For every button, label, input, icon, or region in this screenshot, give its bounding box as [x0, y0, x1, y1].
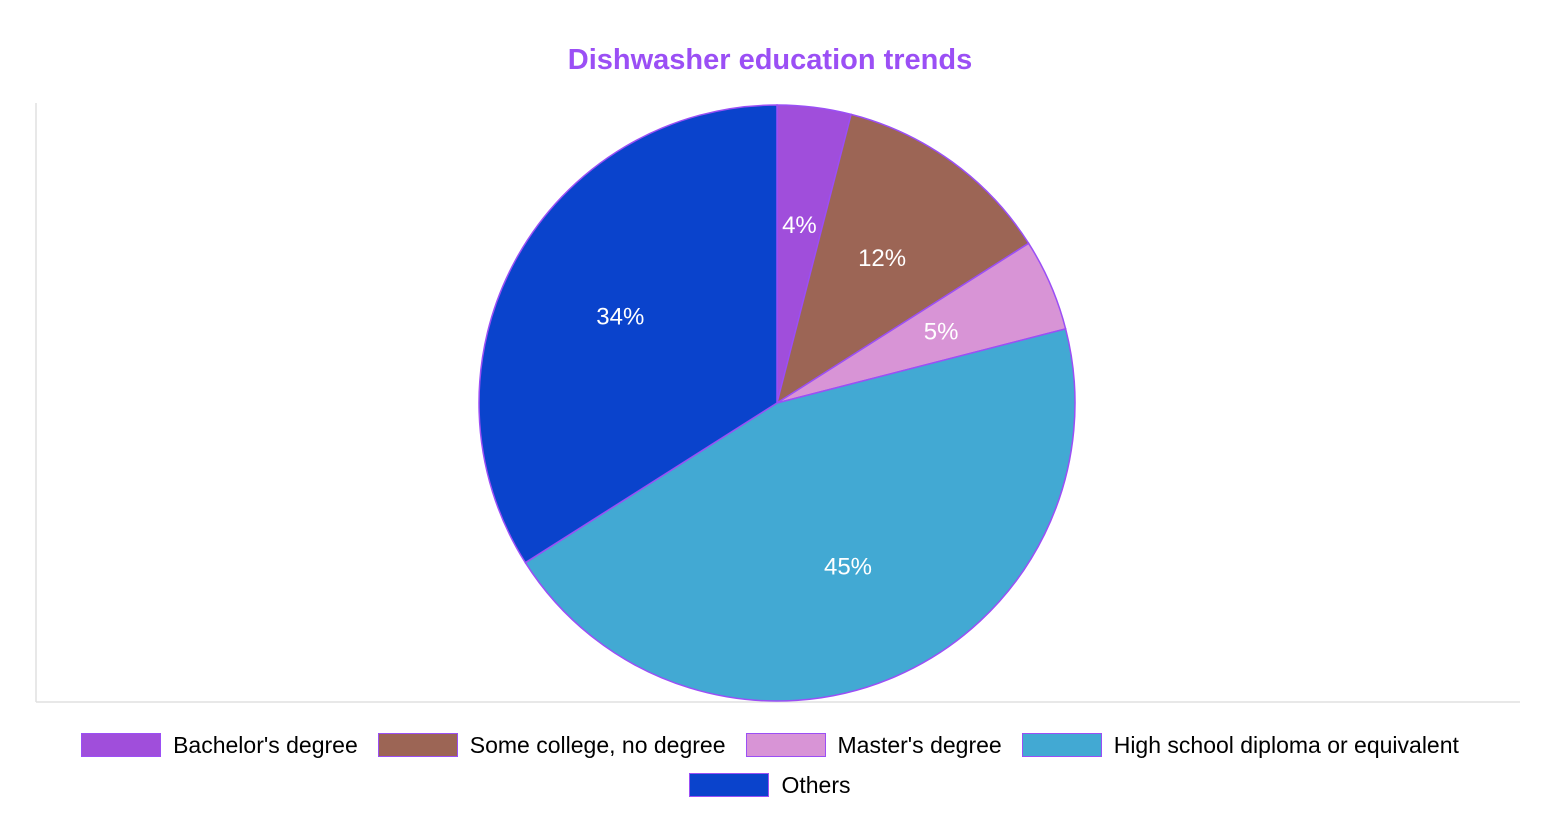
- legend-swatch: [377, 733, 458, 757]
- legend-row-2: Others: [0, 773, 1540, 797]
- pie-slice-value-label: 12%: [858, 245, 906, 272]
- legend-label: Others: [781, 771, 851, 798]
- pie-slice-labels: 4% 12% 5% 45% 34%: [596, 212, 958, 580]
- pie-slice-value-label: 34%: [596, 303, 644, 330]
- legend-row-1: Bachelor's degree Some college, no degre…: [0, 733, 1540, 757]
- pie-slice-some-college-no-degree[interactable]: [775, 113, 1030, 405]
- pie-slice-high-school-diploma-or-equivalent[interactable]: [524, 327, 1076, 702]
- pie-slice-others[interactable]: [478, 104, 778, 564]
- legend-swatch: [745, 733, 826, 757]
- pie-slice-value-label: 5%: [924, 318, 959, 345]
- pie-slices: [478, 104, 1076, 702]
- legend-swatch: [689, 773, 770, 797]
- legend-swatch: [1021, 733, 1102, 757]
- chart-title: Dishwasher education trends: [567, 44, 973, 76]
- legend-item-others[interactable]: Others: [689, 771, 851, 798]
- legend-item-some-college[interactable]: Some college, no degree: [377, 731, 726, 758]
- pie-slice-value-label: 4%: [782, 212, 817, 239]
- pie-chart: 4% 12% 5% 45% 34%: [35, 103, 1520, 703]
- legend-item-bachelors[interactable]: Bachelor's degree: [81, 733, 358, 757]
- legend-label: Master's degree: [837, 731, 1002, 758]
- legend-label: Some college, no degree: [469, 731, 726, 758]
- legend-item-high-school[interactable]: High school diploma or equivalent: [1021, 731, 1459, 758]
- legend-item-masters[interactable]: Master's degree: [745, 731, 1002, 758]
- plot-frame: [35, 103, 1520, 703]
- pie-slice-value-label: 45%: [824, 554, 872, 581]
- legend-label: High school diploma or equivalent: [1113, 731, 1459, 758]
- legend-label: Bachelor's degree: [173, 731, 358, 758]
- legend: Bachelor's degree Some college, no degre…: [0, 733, 1540, 813]
- legend-swatch: [81, 733, 162, 757]
